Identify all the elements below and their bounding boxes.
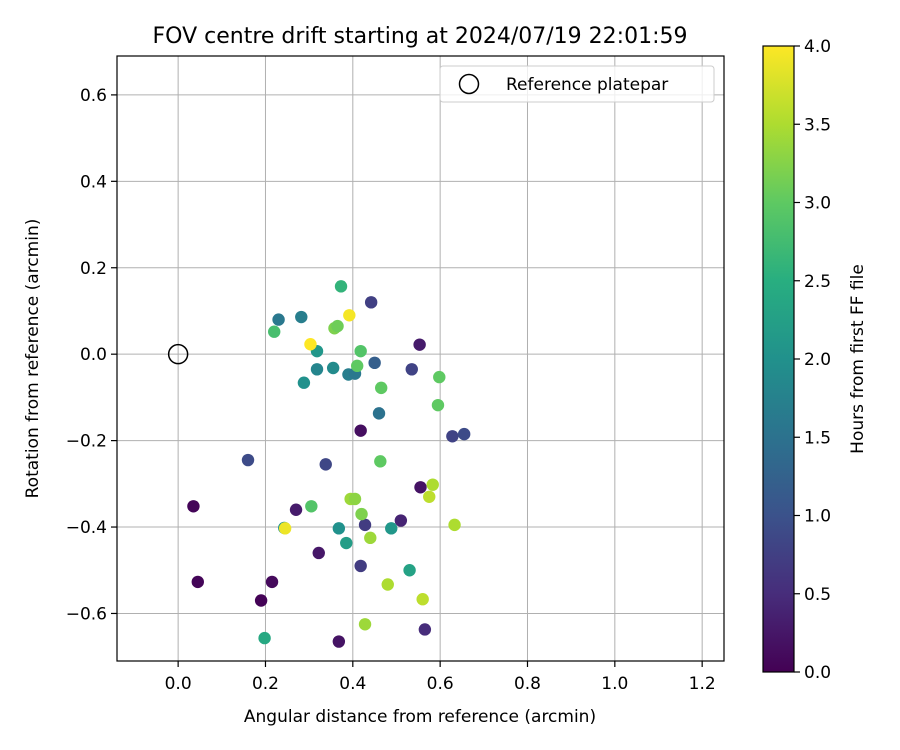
x-tick-label: 0.6: [427, 674, 454, 694]
y-tick-label: 0.0: [80, 345, 107, 365]
x-tick-label: 1.0: [601, 674, 628, 694]
scatter-point: [354, 344, 367, 358]
y-tick-label: 0.4: [80, 172, 107, 192]
colorbar: 0.0 0.5 1.0 1.5 2.0 2.5 3.0 3.5 4.0 Hours from f…: [762, 37, 868, 683]
scatter-point: [348, 492, 362, 506]
reference-marker-layer: [167, 343, 189, 365]
scatter-point: [310, 363, 324, 376]
colorbar-tick-label: 0.0: [804, 663, 831, 683]
scatter-point: [354, 424, 367, 437]
scatter-point: [331, 319, 344, 333]
x-axis-label: Angular distance from reference (arcmin): [244, 707, 596, 727]
y-tick-label: −0.6: [66, 604, 107, 624]
y-axis-label: Rotation from reference (arcmin): [23, 219, 43, 499]
scatter-point: [358, 518, 372, 532]
scatter-point: [312, 546, 325, 560]
scatter-point: [403, 564, 416, 577]
scatter-point: [305, 500, 318, 513]
scatter-point: [364, 531, 377, 545]
y-tick-label: −0.2: [66, 432, 107, 452]
colorbar-tick-label: 1.5: [804, 428, 831, 448]
scatter-point: [413, 338, 426, 351]
scatter-point: [278, 522, 292, 535]
reference-platepar-marker: [167, 343, 189, 365]
plot-frame: [116, 55, 725, 662]
scatter-point: [374, 455, 387, 468]
scatter-point: [457, 427, 471, 441]
scatter-point: [332, 635, 346, 648]
colorbar-gradient: [763, 46, 794, 672]
scatter-point: [358, 618, 372, 631]
scatter-point: [405, 363, 418, 376]
x-tick-label: 1.2: [689, 674, 716, 694]
scatter-point: [374, 381, 388, 395]
scatter-point: [355, 507, 368, 521]
scatter-point: [319, 458, 332, 471]
scatter-point: [364, 296, 378, 309]
scatter-point: [350, 359, 364, 373]
scatter-point: [268, 325, 281, 338]
scatter-point: [265, 575, 279, 589]
scatter-point: [258, 631, 271, 645]
scatter-point: [187, 500, 200, 513]
scatter-point: [332, 522, 346, 535]
legend: Reference platepar: [439, 65, 715, 103]
scatter-point: [426, 478, 439, 491]
scatter-point: [431, 398, 445, 412]
colorbar-tick-label: 3.0: [804, 194, 831, 214]
colorbar-tick-label: 2.0: [804, 350, 831, 370]
scatter-point: [381, 578, 394, 591]
colorbar-ticks: 0.0 0.5 1.0 1.5 2.0 2.5 3.0 3.5 4.0: [794, 37, 831, 683]
data-points: [187, 280, 471, 648]
chart-title: FOV centre drift starting at 2024/07/19 …: [153, 24, 688, 49]
scatter-point: [289, 503, 303, 516]
y-tick-label: −0.4: [66, 518, 107, 538]
scatter-point: [241, 453, 255, 467]
legend-reference-marker: [458, 73, 480, 95]
y-tick-label: 0.2: [80, 259, 107, 279]
scatter-point: [334, 280, 348, 293]
y-tick-label: 0.6: [80, 86, 107, 106]
x-tick-label: 0.0: [165, 674, 192, 694]
scatter-point: [385, 522, 398, 535]
scatter-point: [326, 361, 340, 375]
scatter-point: [340, 536, 353, 550]
scatter-point: [354, 559, 367, 573]
scatter-point: [418, 623, 432, 636]
scatter-point: [423, 490, 436, 503]
scatter-point: [304, 338, 317, 351]
scatter-point: [295, 310, 308, 324]
y-axis-ticks: −0.6 −0.4 −0.2 0.0 0.2 0.4 0.6: [66, 86, 117, 624]
colorbar-tick-label: 0.5: [804, 585, 831, 605]
colorbar-tick-label: 1.0: [804, 507, 831, 527]
colorbar-label: Hours from first FF file: [848, 264, 868, 454]
scatter-point: [394, 514, 408, 527]
scatter-point: [272, 313, 285, 326]
colorbar-tick-label: 4.0: [804, 37, 831, 57]
scatter-point: [254, 594, 268, 607]
scatter-point: [343, 309, 356, 322]
scatter-point: [372, 407, 386, 420]
colorbar-tick-label: 3.5: [804, 115, 831, 135]
scatter-point: [433, 370, 446, 384]
colorbar-tick-label: 2.5: [804, 272, 831, 292]
scatter-point: [416, 593, 429, 606]
scatter-point: [297, 376, 311, 389]
legend-entry-reference: Reference platepar: [506, 75, 668, 95]
x-tick-label: 0.2: [252, 674, 279, 694]
x-tick-label: 0.8: [514, 674, 541, 694]
scatter-point: [448, 518, 461, 532]
scatter-point: [191, 575, 204, 589]
scatter-point: [368, 356, 381, 370]
x-tick-label: 0.4: [339, 674, 366, 694]
x-axis-ticks: 0.0 0.2 0.4 0.6 0.8 1.0 1.2: [165, 661, 716, 694]
legend-box: [439, 65, 715, 103]
scatter-point: [446, 430, 459, 443]
scatter-point: [414, 481, 427, 494]
plot-area: [117, 56, 724, 661]
